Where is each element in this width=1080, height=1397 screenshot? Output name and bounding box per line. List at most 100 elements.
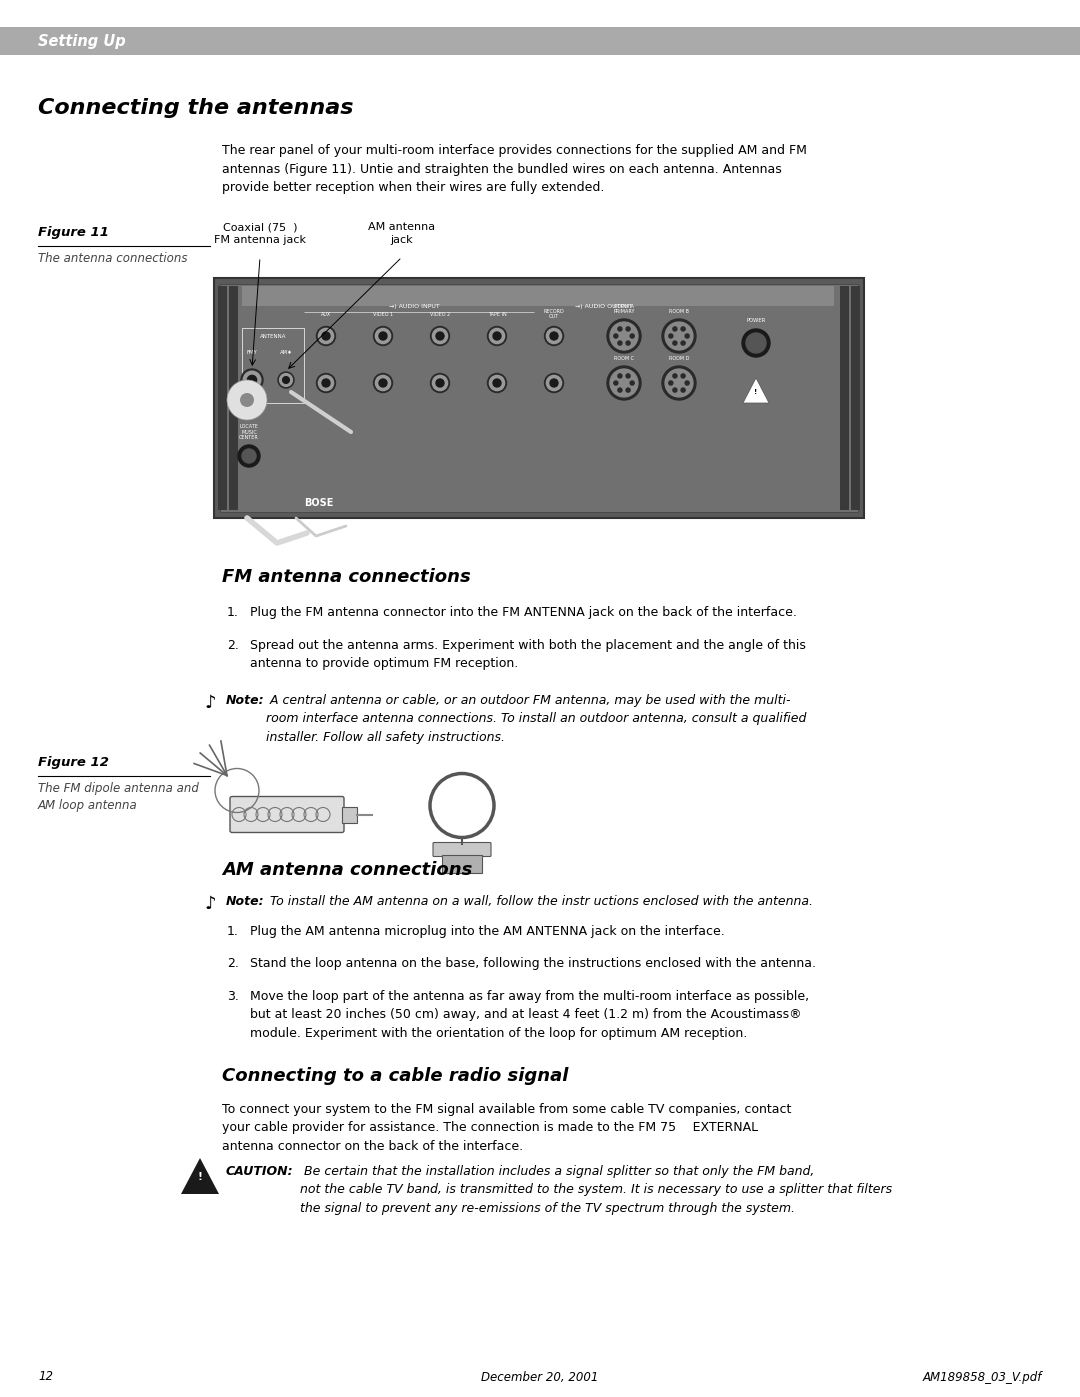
Text: AM♦: AM♦: [280, 349, 293, 355]
Circle shape: [610, 323, 638, 349]
Text: VIDEO 1: VIDEO 1: [373, 312, 393, 317]
Text: Connecting the antennas: Connecting the antennas: [38, 98, 353, 117]
Circle shape: [319, 376, 334, 391]
Circle shape: [685, 334, 689, 338]
Circle shape: [492, 332, 501, 339]
Circle shape: [618, 341, 622, 345]
Text: !: !: [754, 388, 758, 395]
Text: BOSE: BOSE: [303, 497, 334, 509]
Circle shape: [665, 323, 693, 349]
Circle shape: [626, 388, 630, 393]
Circle shape: [316, 327, 336, 345]
Circle shape: [242, 448, 256, 462]
Circle shape: [618, 374, 622, 379]
Text: ♪: ♪: [204, 894, 216, 912]
Circle shape: [673, 374, 677, 379]
Circle shape: [492, 379, 501, 387]
Polygon shape: [181, 1158, 219, 1194]
Text: AM antenna
jack: AM antenna jack: [368, 222, 435, 246]
Circle shape: [607, 366, 642, 400]
Circle shape: [544, 327, 564, 345]
Circle shape: [681, 388, 685, 393]
Bar: [218, 286, 227, 510]
Circle shape: [626, 374, 630, 379]
Text: To connect your system to the FM signal available from some cable TV companies, : To connect your system to the FM signal …: [222, 1104, 792, 1153]
Text: The antenna connections: The antenna connections: [38, 251, 188, 265]
Circle shape: [681, 341, 685, 345]
Text: RECORD
OUT: RECORD OUT: [543, 309, 565, 319]
Text: AUX: AUX: [321, 312, 332, 317]
Circle shape: [432, 328, 447, 344]
Text: →) AUDIO OUTPUT: →) AUDIO OUTPUT: [576, 303, 633, 309]
Text: ROOM C: ROOM C: [615, 356, 634, 360]
Circle shape: [669, 381, 673, 386]
Circle shape: [280, 373, 293, 387]
Text: AM antenna connections: AM antenna connections: [222, 861, 472, 879]
FancyBboxPatch shape: [230, 796, 345, 833]
Text: ANTENNA: ANTENNA: [260, 334, 286, 338]
Text: ROOM D: ROOM D: [669, 356, 689, 360]
Circle shape: [241, 369, 264, 391]
Circle shape: [613, 381, 618, 386]
Bar: [242, 328, 303, 402]
Text: Connecting to a cable radio signal: Connecting to a cable radio signal: [222, 1067, 568, 1085]
Circle shape: [673, 341, 677, 345]
Circle shape: [618, 388, 622, 393]
Circle shape: [322, 379, 330, 387]
Circle shape: [673, 327, 677, 331]
Circle shape: [247, 376, 257, 384]
Text: !: !: [198, 1172, 202, 1182]
Circle shape: [546, 376, 562, 391]
Text: CAUTION:: CAUTION:: [226, 1165, 294, 1178]
Circle shape: [316, 373, 336, 393]
Circle shape: [626, 341, 630, 345]
Text: The rear panel of your multi-room interface provides connections for the supplie: The rear panel of your multi-room interf…: [222, 144, 807, 194]
Circle shape: [550, 379, 558, 387]
Circle shape: [238, 446, 260, 467]
Circle shape: [746, 332, 766, 353]
Circle shape: [431, 373, 449, 393]
Polygon shape: [743, 379, 769, 402]
FancyBboxPatch shape: [442, 855, 482, 873]
Text: Setting Up: Setting Up: [38, 34, 125, 49]
Text: Plug the FM antenna connector into the FM ANTENNA jack on the back of the interf: Plug the FM antenna connector into the F…: [249, 606, 797, 619]
Text: Move the loop part of the antenna as far away from the multi-room interface as p: Move the loop part of the antenna as far…: [249, 989, 809, 1039]
Circle shape: [685, 381, 689, 386]
Circle shape: [278, 372, 294, 388]
Text: Coaxial (75  )
FM antenna jack: Coaxial (75 ) FM antenna jack: [214, 222, 306, 246]
Text: 1.: 1.: [227, 606, 239, 619]
Circle shape: [630, 381, 634, 386]
FancyBboxPatch shape: [433, 842, 491, 856]
Circle shape: [436, 379, 444, 387]
Circle shape: [436, 332, 444, 339]
Bar: [840, 286, 849, 510]
Text: LOCATE
MUSIC
CENTER: LOCATE MUSIC CENTER: [239, 425, 259, 440]
Circle shape: [374, 327, 392, 345]
Circle shape: [626, 327, 630, 331]
Circle shape: [432, 376, 447, 391]
Circle shape: [431, 327, 449, 345]
Circle shape: [487, 373, 507, 393]
Circle shape: [379, 379, 387, 387]
Text: AM189858_03_V.pdf: AM189858_03_V.pdf: [922, 1370, 1042, 1383]
Circle shape: [669, 334, 673, 338]
Bar: [214, 278, 864, 518]
Circle shape: [544, 373, 564, 393]
Text: Be certain that the installation includes a signal splitter so that only the FM : Be certain that the installation include…: [300, 1165, 892, 1215]
Circle shape: [283, 377, 289, 383]
Circle shape: [681, 327, 685, 331]
Circle shape: [546, 328, 562, 344]
Circle shape: [374, 373, 392, 393]
Text: Figure 11: Figure 11: [38, 226, 109, 239]
Circle shape: [227, 380, 267, 420]
Text: 3.: 3.: [227, 989, 239, 1003]
Text: 1.: 1.: [227, 925, 239, 937]
Circle shape: [322, 332, 330, 339]
Circle shape: [550, 332, 558, 339]
Circle shape: [240, 393, 254, 407]
Circle shape: [662, 366, 696, 400]
Text: Note:: Note:: [226, 693, 265, 707]
Text: 2.: 2.: [227, 638, 239, 651]
Text: →) AUDIO INPUT: →) AUDIO INPUT: [389, 303, 440, 309]
Text: Note:: Note:: [226, 894, 265, 908]
